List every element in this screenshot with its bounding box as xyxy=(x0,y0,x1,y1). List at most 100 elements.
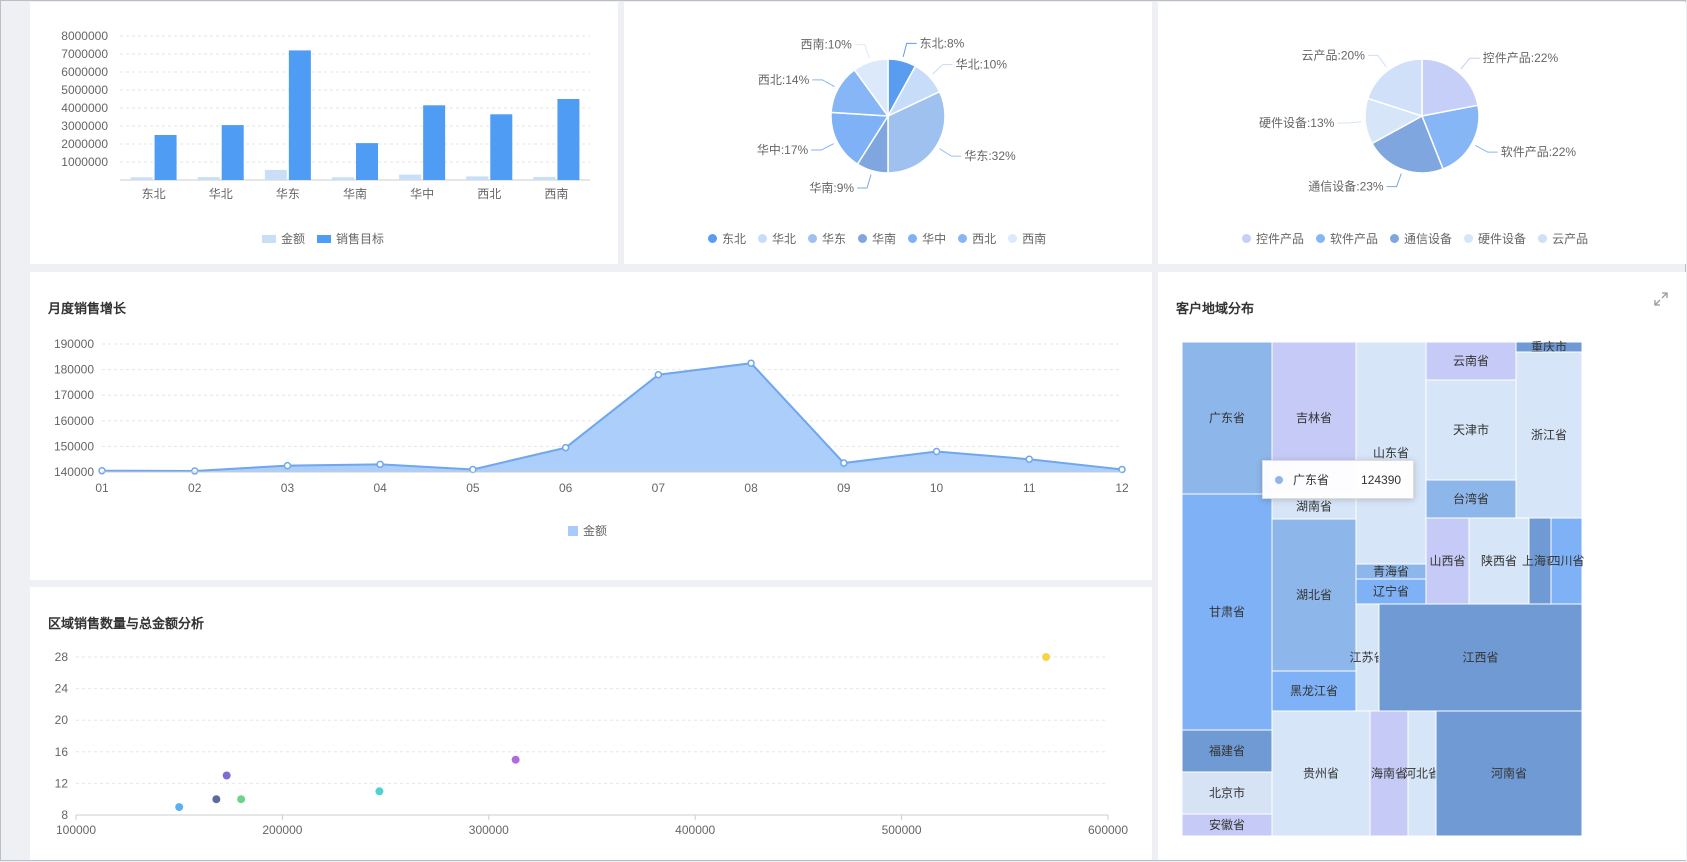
data-point xyxy=(1025,455,1034,463)
legend-item-amount[interactable]: 金额 xyxy=(262,230,305,247)
bar-amount xyxy=(399,174,422,180)
treemap-label: 黑龙江省 xyxy=(1290,684,1338,698)
x-tick-label: 01 xyxy=(95,481,109,495)
y-tick-label: 4000000 xyxy=(61,101,108,115)
treemap-cell xyxy=(1468,517,1530,605)
scatter-point xyxy=(175,803,184,812)
legend-swatch xyxy=(1538,234,1548,243)
treemap-label: 湖南省 xyxy=(1296,499,1332,514)
legend-label: 华南 xyxy=(872,232,897,246)
bar-amount xyxy=(533,176,556,180)
treemap-label: 甘肃省 xyxy=(1209,605,1245,619)
tooltip-label: 广东省 xyxy=(1293,473,1330,487)
tooltip-value: 124390 xyxy=(1361,472,1402,487)
treemap-label: 重庆市 xyxy=(1531,339,1567,354)
scatter-point xyxy=(1042,653,1051,661)
legend-label: 硬件设备 xyxy=(1478,232,1527,246)
bar-target xyxy=(490,114,513,180)
x-tick-label: 06 xyxy=(559,481,573,495)
treemap-cell xyxy=(1271,518,1357,672)
legend-item[interactable]: 通信设备 xyxy=(1390,230,1452,247)
treemap-label: 河南省 xyxy=(1491,766,1527,781)
legend-item[interactable]: 控件产品 xyxy=(1242,230,1304,247)
x-tick-label: 100000 xyxy=(56,823,96,837)
pie-label: 通信设备:23% xyxy=(1308,180,1384,194)
x-tick-label: 09 xyxy=(837,481,851,495)
data-point xyxy=(561,443,570,452)
legend-item[interactable]: 东北 xyxy=(708,230,746,247)
treemap-cell xyxy=(1181,493,1273,731)
legend-swatch xyxy=(758,234,768,243)
treemap-cell xyxy=(1355,341,1427,565)
legend-item[interactable]: 硬件设备 xyxy=(1464,230,1526,247)
y-tick-label: 170000 xyxy=(54,388,94,402)
panel-title: 客户地域分布 xyxy=(1176,301,1255,316)
y-tick-label: 150000 xyxy=(54,439,94,453)
treemap-label: 福建省 xyxy=(1209,743,1245,758)
treemap-label: 河北省 xyxy=(1404,767,1440,781)
legend-label: 金额 xyxy=(281,232,306,246)
pie-slice xyxy=(887,90,946,174)
treemap-cell xyxy=(1378,603,1583,712)
y-tick-label: 3000000 xyxy=(61,119,108,133)
y-tick-label: 16 xyxy=(55,745,69,759)
legend-item[interactable]: 西北 xyxy=(958,230,996,247)
pie-label-line xyxy=(1460,57,1480,70)
legend-item[interactable]: 华北 xyxy=(758,230,796,247)
treemap-label: 海南省 xyxy=(1371,766,1407,781)
pie-label-line xyxy=(1337,121,1362,124)
region-pie-legend: 东北 华北 华东 华南 华中 西北 西南 xyxy=(708,230,1046,247)
x-tick-label: 西北 xyxy=(477,187,501,201)
legend-swatch xyxy=(1390,234,1400,243)
treemap-cell xyxy=(1181,771,1273,815)
legend-item[interactable]: 云产品 xyxy=(1538,230,1588,247)
pie-label-line xyxy=(854,44,870,59)
legend-item[interactable]: 软件产品 xyxy=(1316,230,1378,247)
bar-target xyxy=(288,50,311,181)
y-tick-label: 12 xyxy=(55,776,69,790)
scatter-point xyxy=(212,795,221,804)
treemap-label: 山东省 xyxy=(1373,446,1409,460)
legend-swatch xyxy=(1316,234,1326,243)
treemap-cell xyxy=(1515,351,1583,519)
y-tick-label: 180000 xyxy=(54,363,94,377)
scatter-point xyxy=(237,795,246,804)
pie-slice xyxy=(1371,114,1444,174)
treemap-label: 江苏省 xyxy=(1349,651,1385,665)
legend-label: 华北 xyxy=(772,232,797,246)
treemap-label: 辽宁省 xyxy=(1373,584,1409,599)
data-point xyxy=(283,461,292,470)
legend-item-amount[interactable]: 金额 xyxy=(568,522,607,539)
legend-swatch xyxy=(808,234,818,243)
region-pie-chart-panel: 东北:8% 华北:10% 华东:32% 华南:9% 华中:17% 西北:14% 西南:10%… xyxy=(624,2,1152,264)
data-point xyxy=(840,459,848,467)
y-tick-label: 5000000 xyxy=(61,83,108,97)
treemap-cell xyxy=(1425,479,1517,519)
legend-item[interactable]: 华东 xyxy=(808,230,846,247)
monthly-legend: 金额 xyxy=(568,522,607,539)
treemap-cell xyxy=(1181,341,1273,495)
legend-item[interactable]: 华中 xyxy=(908,230,946,247)
legend-swatch xyxy=(317,234,332,243)
legend-label: 云产品 xyxy=(1552,232,1589,246)
pie-label: 西南:10% xyxy=(800,37,852,52)
legend-item-target[interactable]: 销售目标 xyxy=(317,230,384,247)
x-tick-label: 华北 xyxy=(209,187,233,201)
treemap-label: 江西省 xyxy=(1462,651,1498,665)
treemap-cell xyxy=(1425,379,1517,481)
x-tick-label: 12 xyxy=(1115,481,1129,495)
data-point xyxy=(376,460,384,469)
x-tick-label: 11 xyxy=(1023,481,1036,495)
pie-label-line xyxy=(1367,54,1387,67)
legend-item[interactable]: 西南 xyxy=(1008,230,1046,247)
treemap-label: 陕西省 xyxy=(1481,553,1517,568)
data-point xyxy=(932,447,941,456)
panel-title: 月度销售增长 xyxy=(48,301,127,316)
x-tick-label: 西南 xyxy=(544,186,568,201)
x-tick-label: 03 xyxy=(281,481,295,495)
expand-icon[interactable] xyxy=(1654,292,1668,306)
treemap-label: 云南省 xyxy=(1453,353,1489,368)
x-tick-label: 500000 xyxy=(882,823,922,837)
legend-item[interactable]: 华南 xyxy=(858,230,896,247)
